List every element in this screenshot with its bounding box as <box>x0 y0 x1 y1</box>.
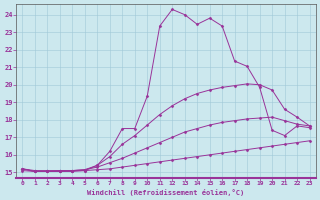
X-axis label: Windchill (Refroidissement éolien,°C): Windchill (Refroidissement éolien,°C) <box>87 189 244 196</box>
